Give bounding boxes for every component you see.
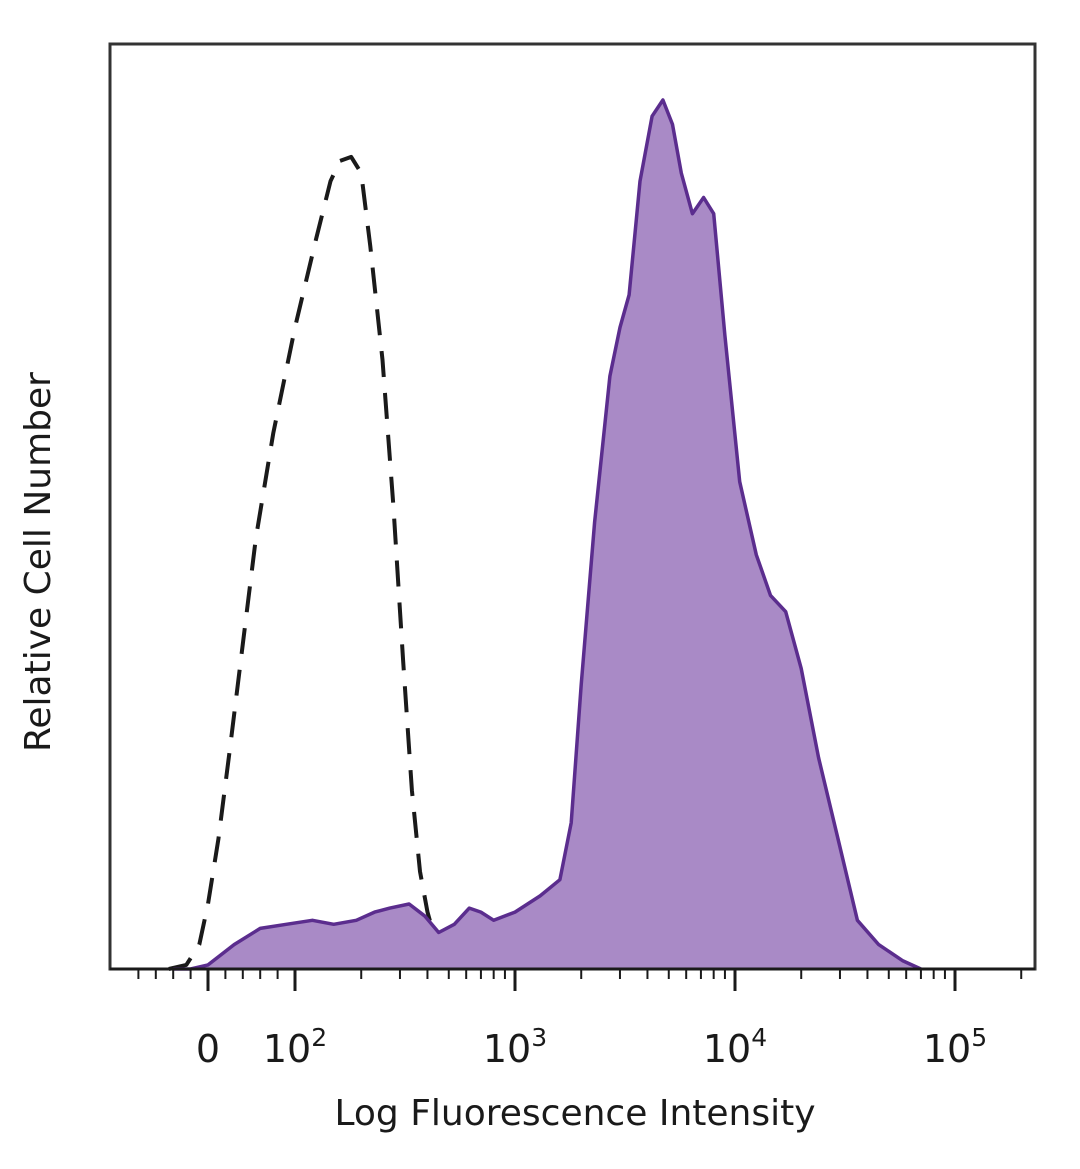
x-tick-label: 103	[483, 1023, 547, 1071]
x-minor-ticks	[137, 969, 1023, 979]
x-tick-label: 105	[923, 1023, 987, 1071]
series-1-area	[173, 100, 921, 969]
x-tick-label: 104	[703, 1023, 767, 1071]
series-0-line	[168, 154, 455, 971]
series-1-line	[173, 98, 922, 971]
x-tick-labels: 0 102 103 104 105	[196, 1023, 987, 1071]
x-tick-label: 102	[263, 1023, 327, 1071]
y-axis-title: Relative Cell Number	[18, 372, 59, 752]
x-major-ticks	[206, 969, 957, 991]
series-layer	[168, 98, 922, 971]
x-tick-label: 0	[196, 1027, 220, 1071]
x-axis-title: Log Fluorescence Intensity	[334, 1093, 815, 1134]
